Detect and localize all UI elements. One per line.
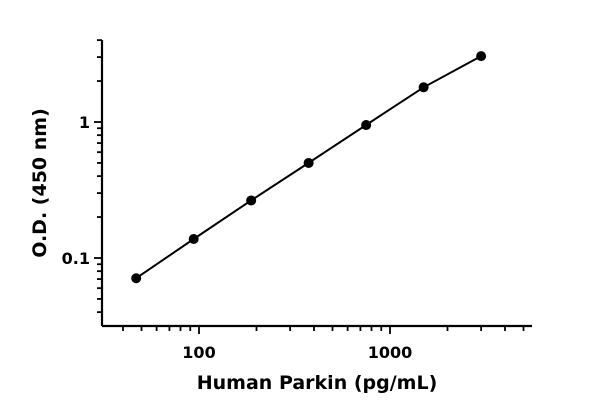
data-point <box>476 51 487 62</box>
data-points <box>131 51 487 284</box>
data-point <box>361 120 372 131</box>
data-point <box>188 233 199 244</box>
axes <box>100 40 532 328</box>
x-tick-label: 1000 <box>368 343 413 362</box>
data-point <box>246 195 257 206</box>
data-point <box>418 82 429 93</box>
data-point <box>131 273 142 284</box>
y-tick-label: 0.1 <box>62 249 90 268</box>
tick-labels: 100 1000 0.1 1 <box>62 113 413 362</box>
data-point <box>303 157 314 168</box>
x-axis-title: Human Parkin (pg/mL) <box>197 372 438 394</box>
x-tick-label: 100 <box>182 343 215 362</box>
y-tick-label: 1 <box>79 113 90 132</box>
ticks <box>94 39 525 334</box>
y-axis-title: O.D. (450 nm) <box>29 108 51 258</box>
